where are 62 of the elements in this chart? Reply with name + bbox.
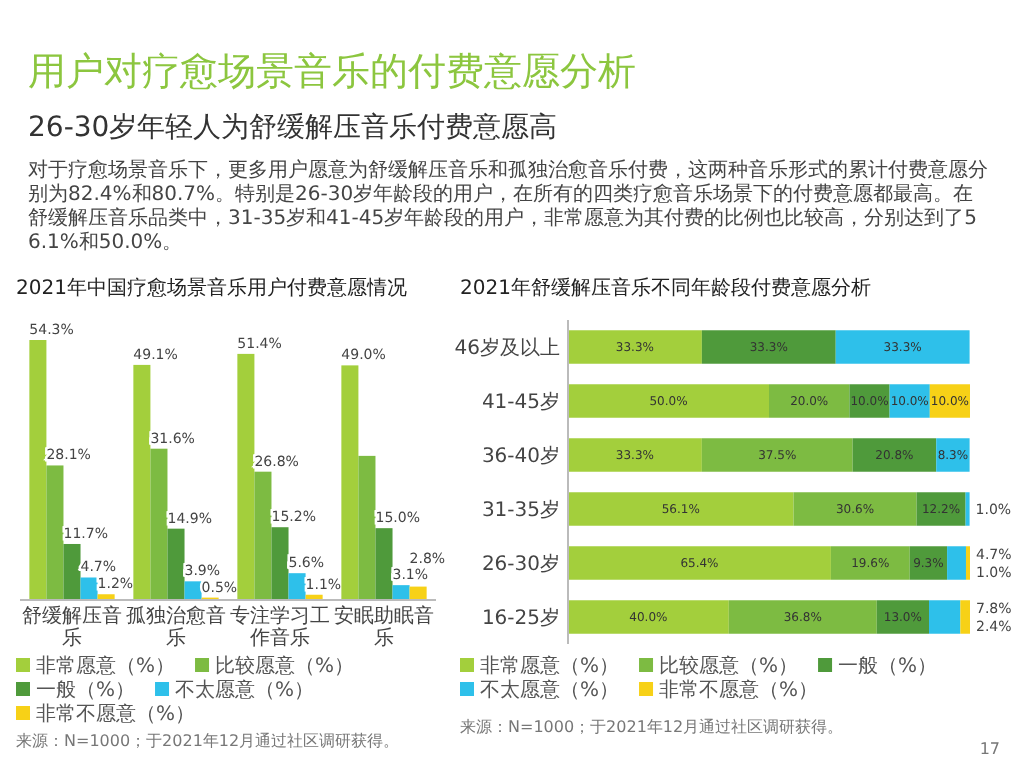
bar	[793, 492, 917, 526]
x-tick-label: 舒缓解压音乐	[22, 604, 122, 650]
text: 对于疗愈场景音乐下，更多用户愿意为舒缓解压音乐和孤独治愈音乐付费，这两种音乐形式的累计付费意愿分别为82.4%和80.7%。特别是26-30岁年龄段的用户，在所有的四类疗愈音乐场景下的付费意愿都最高。在舒缓解压音乐品类中，31-35岁和41-45岁年龄段的用户，非常愿意为其付费的比例也比较高，分别达到了56.1%和50.0%。	[28, 158, 988, 254]
legend-label: 比较愿意（%）	[215, 654, 355, 678]
text: 26-30岁年轻人为舒缓解压音乐付费意愿高	[28, 112, 558, 144]
text: 用户对疗愈场景音乐的付费意愿分析	[28, 50, 636, 94]
y-tick-label: 16-25岁	[481, 606, 560, 630]
bar	[29, 340, 47, 600]
legend-label: 一般（%）	[36, 680, 136, 702]
chart-title: 2021年中国疗愈场景音乐用户付费意愿情况	[16, 276, 407, 300]
bar	[929, 600, 961, 634]
legend-label: 非常不愿意（%）	[659, 678, 819, 702]
bar	[167, 528, 185, 600]
bar	[568, 492, 794, 526]
y-tick-label: 41-45岁	[481, 390, 560, 414]
x-tick-label: 安眠助眠音乐	[334, 604, 434, 650]
text: 17	[979, 740, 1000, 758]
legend-label: 非常愿意（%）	[480, 654, 620, 678]
x-tick-label: 孤独治愈音乐	[126, 604, 226, 650]
x-tick-label: 专注学习工作音乐	[230, 604, 330, 650]
y-tick-label: 46岁及以上	[454, 336, 560, 360]
bar	[358, 455, 376, 600]
bar	[876, 600, 929, 634]
source-note: 来源：N=1000；于2021年12月通过社区调研获得。	[460, 718, 844, 736]
source-note: 来源：N=1000；于2021年12月通过社区调研获得。	[16, 732, 400, 750]
bar	[80, 577, 98, 600]
chart-title: 2021年舒缓解压音乐不同年龄段付费意愿分析	[460, 276, 871, 300]
y-tick-label: 26-30岁	[481, 552, 560, 576]
bar	[271, 527, 289, 600]
bar	[150, 448, 168, 600]
bar	[341, 365, 359, 600]
legend-label: 非常不愿意（%）	[36, 702, 196, 726]
bar	[392, 585, 410, 600]
bar	[835, 330, 970, 364]
bar	[852, 438, 937, 472]
legend-label: 比较愿意（%）	[659, 654, 799, 678]
legend-label: 非常愿意（%）	[36, 654, 176, 678]
bar	[769, 384, 850, 418]
bar	[568, 330, 702, 364]
bar	[254, 471, 272, 600]
bar	[568, 438, 702, 472]
bar	[568, 546, 831, 580]
bar	[237, 353, 255, 600]
bar	[728, 600, 877, 634]
bar	[916, 492, 966, 526]
bar	[701, 330, 836, 364]
bar	[63, 543, 81, 600]
legend-label: 不太愿意（%）	[480, 678, 620, 702]
bar	[960, 600, 970, 634]
bar	[568, 384, 769, 418]
bar	[830, 546, 910, 580]
bar	[701, 438, 853, 472]
bar	[46, 465, 64, 600]
bar	[568, 600, 729, 634]
bar	[375, 528, 393, 600]
legend-label: 不太愿意（%）	[175, 678, 315, 702]
legend-label: 一般（%）	[838, 656, 938, 678]
bar	[133, 364, 151, 600]
y-tick-label: 31-35岁	[481, 498, 560, 522]
bar	[288, 573, 306, 600]
bar	[947, 546, 966, 580]
y-tick-label: 36-40岁	[481, 444, 560, 468]
